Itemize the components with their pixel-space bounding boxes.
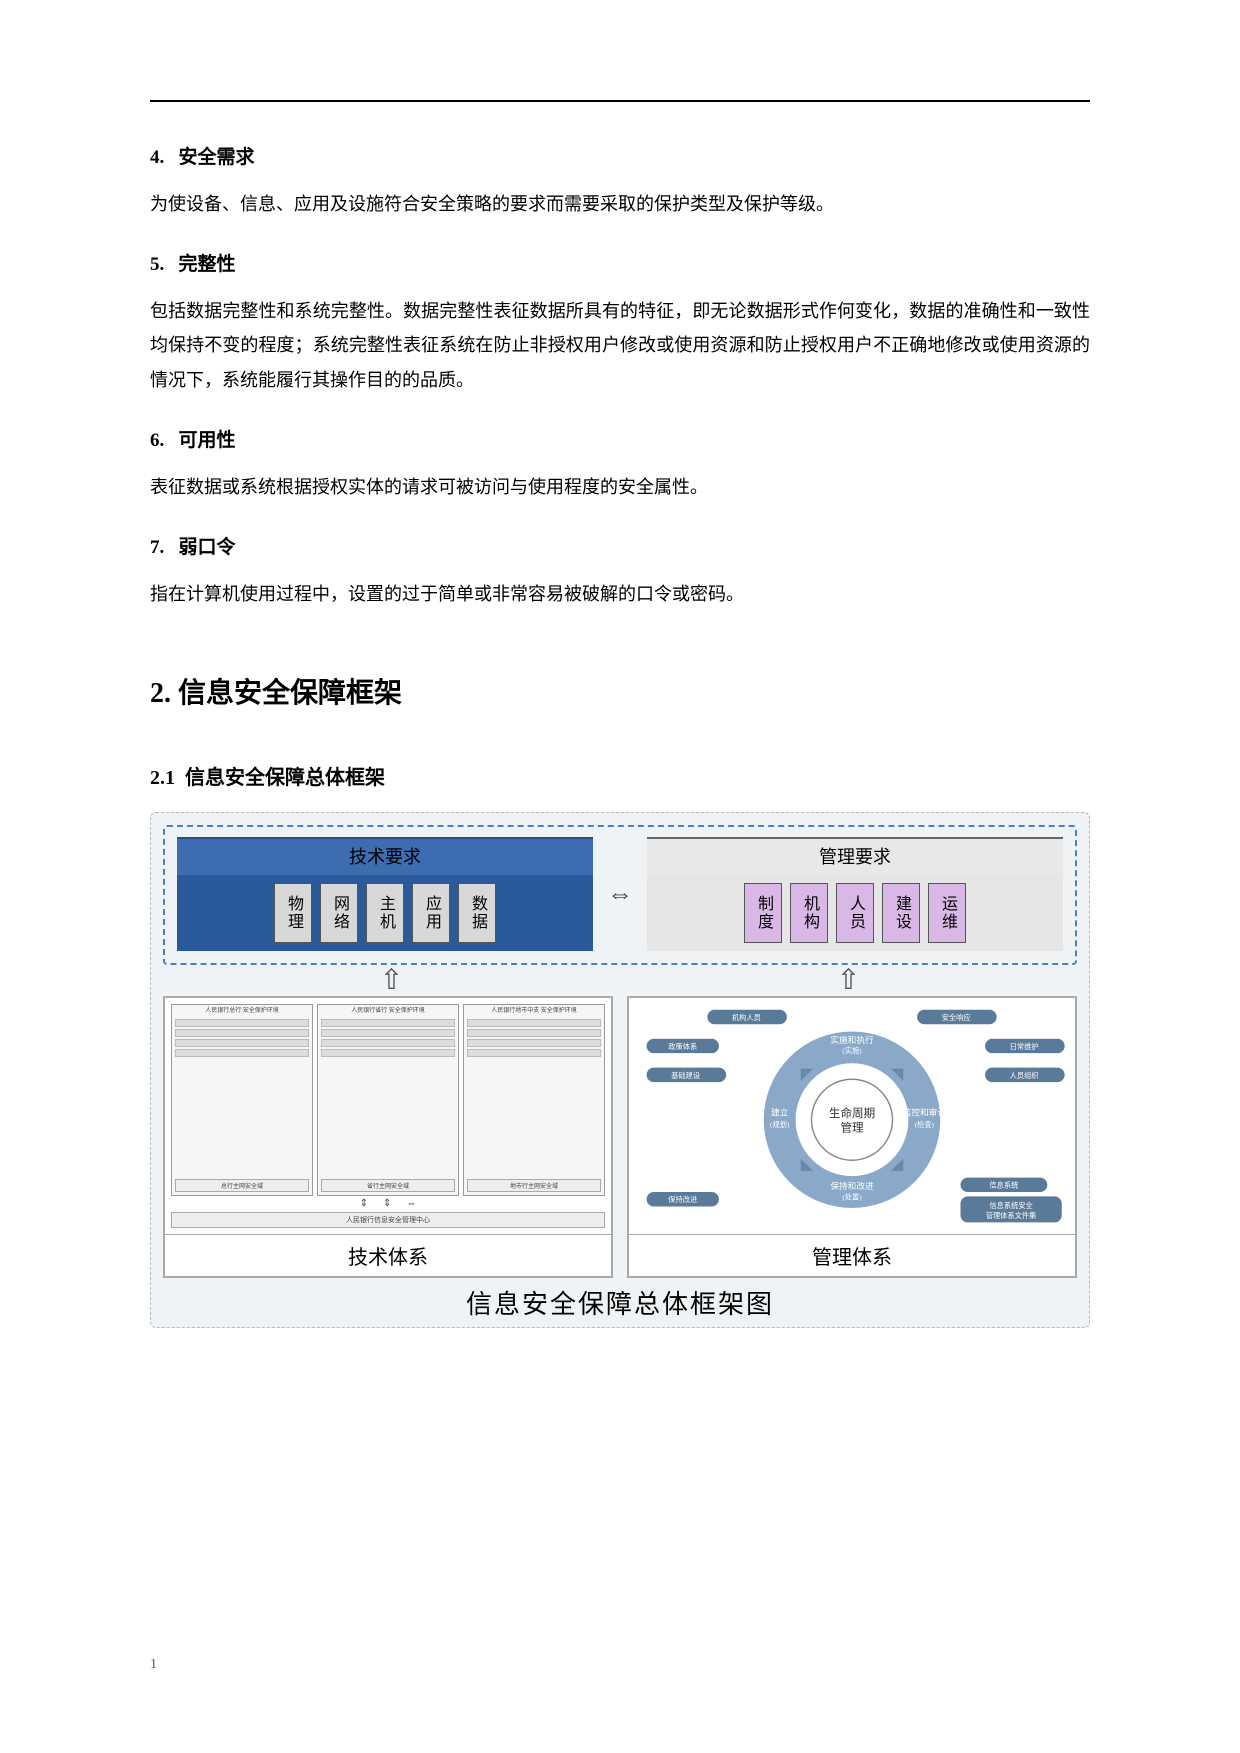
section-5-heading: 5. 完整性 bbox=[150, 249, 1090, 276]
mini-block bbox=[175, 1039, 309, 1047]
section-4-title: 安全需求 bbox=[179, 147, 255, 168]
tech-req-title: 技术要求 bbox=[177, 837, 593, 875]
tag: 日常维护 bbox=[1010, 1042, 1039, 1051]
svg-text:信息系统安全: 信息系统安全 bbox=[989, 1201, 1033, 1210]
tag: 保持改进 bbox=[668, 1195, 697, 1204]
mgmt-system-box: 机构人员 安全响应 政策体系 日常维护 基础建设 人员组织 保持改进 信息系统 … bbox=[627, 996, 1077, 1278]
tech-pill-physical: 物理 bbox=[274, 883, 312, 943]
mini-block bbox=[467, 1039, 601, 1047]
mini-block bbox=[321, 1019, 455, 1027]
mgmt-pill-policy: 制度 bbox=[744, 883, 782, 943]
mini-block bbox=[175, 1019, 309, 1027]
section-4-body: 为使设备、信息、应用及设施符合安全策略的要求而需要采取的保护类型及保护等级。 bbox=[150, 187, 1090, 221]
up-arrows-row: ⇧ ⇧ bbox=[163, 973, 1077, 990]
diagram-caption: 信息安全保障总体框架图 bbox=[163, 1278, 1077, 1323]
section-4-heading: 4. 安全需求 bbox=[150, 142, 1090, 169]
chapter-2-title: 信息安全保障框架 bbox=[178, 678, 402, 709]
tech-col-city-foot: 地市行主网安全域 bbox=[467, 1179, 601, 1192]
tag: 人员组织 bbox=[1010, 1071, 1039, 1080]
mini-block bbox=[467, 1049, 601, 1057]
mini-block bbox=[467, 1029, 601, 1037]
section-7-number: 7. bbox=[150, 537, 164, 558]
framework-diagram: 技术要求 物理 网络 主机 应用 数据 ⇔ 管理要求 制度 机构 人员 建设 运… bbox=[150, 812, 1090, 1328]
systems-row: 人民银行总行 安全保护环境 总行主网安全域 人民银行省行 安全保护环境 省行 bbox=[163, 996, 1077, 1278]
mini-block bbox=[321, 1029, 455, 1037]
lifecycle-center-label-1: 生命周期 bbox=[829, 1106, 875, 1120]
tech-system-inner: 人民银行总行 安全保护环境 总行主网安全域 人民银行省行 安全保护环境 省行 bbox=[165, 998, 611, 1234]
mgmt-pill-build: 建设 bbox=[882, 883, 920, 943]
section-6-title: 可用性 bbox=[179, 430, 236, 451]
tech-bottom-bar: 人民银行信息安全管理中心 bbox=[171, 1212, 605, 1228]
tech-col-hq-foot: 总行主网安全域 bbox=[175, 1179, 309, 1192]
svg-text:实施和执行: 实施和执行 bbox=[830, 1034, 874, 1045]
mgmt-pill-person: 人员 bbox=[836, 883, 874, 943]
section-6-number: 6. bbox=[150, 430, 164, 451]
tech-col-city: 人民银行地市中支 安全保护环境 地市行主网安全域 bbox=[463, 1004, 605, 1196]
section-6-heading: 6. 可用性 bbox=[150, 425, 1090, 452]
svg-text:(实施): (实施) bbox=[842, 1046, 862, 1055]
chapter-2-number: 2. bbox=[150, 678, 171, 709]
tag: 信息系统 bbox=[989, 1181, 1018, 1190]
up-arrow-icon: ⇧ bbox=[837, 973, 860, 990]
svg-text:(处置): (处置) bbox=[842, 1192, 862, 1201]
svg-text:建立: 建立 bbox=[771, 1106, 789, 1117]
tech-pill-host: 主机 bbox=[366, 883, 404, 943]
mini-block bbox=[321, 1039, 455, 1047]
tech-system-label: 技术体系 bbox=[165, 1234, 611, 1276]
lifecycle-svg: 机构人员 安全响应 政策体系 日常维护 基础建设 人员组织 保持改进 信息系统 … bbox=[635, 1004, 1069, 1228]
section-7-heading: 7. 弱口令 bbox=[150, 532, 1090, 559]
subchapter-2-1-title: 信息安全保障总体框架 bbox=[185, 767, 385, 789]
tag: 安全响应 bbox=[942, 1013, 971, 1022]
mini-block bbox=[175, 1029, 309, 1037]
tag: 政策体系 bbox=[668, 1042, 697, 1051]
tech-pill-data: 数据 bbox=[458, 883, 496, 943]
mgmt-system-inner: 机构人员 安全响应 政策体系 日常维护 基础建设 人员组织 保持改进 信息系统 … bbox=[629, 998, 1075, 1234]
section-6-body: 表征数据或系统根据授权实体的请求可被访问与使用程度的安全属性。 bbox=[150, 470, 1090, 504]
requirements-row: 技术要求 物理 网络 主机 应用 数据 ⇔ 管理要求 制度 机构 人员 建设 运… bbox=[163, 825, 1077, 965]
section-7-body: 指在计算机使用过程中，设置的过于简单或非常容易被破解的口令或密码。 bbox=[150, 577, 1090, 611]
svg-text:保持和改进: 保持和改进 bbox=[830, 1180, 874, 1191]
tech-col-hq-head: 人民银行总行 安全保护环境 bbox=[175, 1008, 309, 1015]
page-number: 1 bbox=[150, 1657, 157, 1673]
bidirectional-arrow-icon: ⇔ bbox=[603, 879, 637, 909]
tech-col-city-head: 人民银行地市中支 安全保护环境 bbox=[467, 1008, 601, 1015]
section-5-body: 包括数据完整性和系统完整性。数据完整性表征数据所具有的特征，即无论数据形式作何变… bbox=[150, 294, 1090, 397]
tag: 机构人员 bbox=[732, 1013, 761, 1022]
mini-block bbox=[175, 1049, 309, 1057]
lifecycle-center-label-2: 管理 bbox=[840, 1120, 864, 1134]
tech-col-prov-foot: 省行主网安全域 bbox=[321, 1179, 455, 1192]
top-horizontal-rule bbox=[150, 100, 1090, 102]
tech-requirements-panel: 技术要求 物理 网络 主机 应用 数据 bbox=[177, 837, 593, 951]
tech-system-box: 人民银行总行 安全保护环境 总行主网安全域 人民银行省行 安全保护环境 省行 bbox=[163, 996, 613, 1278]
section-5-number: 5. bbox=[150, 254, 164, 275]
tech-pill-app: 应用 bbox=[412, 883, 450, 943]
mgmt-requirements-panel: 管理要求 制度 机构 人员 建设 运维 bbox=[647, 837, 1063, 951]
tech-col-prov-head: 人民银行省行 安全保护环境 bbox=[321, 1008, 455, 1015]
tech-columns: 人民银行总行 安全保护环境 总行主网安全域 人民银行省行 安全保护环境 省行 bbox=[171, 1004, 605, 1196]
svg-text:管理体系文件集: 管理体系文件集 bbox=[986, 1211, 1037, 1220]
tech-pills-row: 物理 网络 主机 应用 数据 bbox=[177, 875, 593, 951]
up-arrow-icon: ⇧ bbox=[380, 973, 403, 990]
svg-text:(规划): (规划) bbox=[770, 1120, 790, 1129]
section-7-title: 弱口令 bbox=[179, 537, 236, 558]
tech-col-hq: 人民银行总行 安全保护环境 总行主网安全域 bbox=[171, 1004, 313, 1196]
tech-col-prov: 人民银行省行 安全保护环境 省行主网安全域 bbox=[317, 1004, 459, 1196]
mini-block bbox=[467, 1019, 601, 1027]
mgmt-req-title: 管理要求 bbox=[647, 837, 1063, 875]
tag: 基础建设 bbox=[671, 1071, 700, 1080]
mgmt-system-label: 管理体系 bbox=[629, 1234, 1075, 1276]
tech-pill-network: 网络 bbox=[320, 883, 358, 943]
mgmt-pills-row: 制度 机构 人员 建设 运维 bbox=[647, 875, 1063, 951]
subchapter-2-1-number: 2.1 bbox=[150, 767, 175, 789]
mgmt-pill-org: 机构 bbox=[790, 883, 828, 943]
connector-arrow-icon: ⇕ ⇕ ⇔ bbox=[171, 1200, 605, 1208]
svg-text:监控和审计: 监控和审计 bbox=[903, 1106, 947, 1117]
section-5-title: 完整性 bbox=[179, 254, 236, 275]
mini-block bbox=[321, 1049, 455, 1057]
subchapter-2-1-heading: 2.1 信息安全保障总体框架 bbox=[150, 761, 1090, 790]
chapter-2-heading: 2. 信息安全保障框架 bbox=[150, 671, 1090, 711]
mgmt-pill-ops: 运维 bbox=[928, 883, 966, 943]
section-4-number: 4. bbox=[150, 147, 164, 168]
svg-text:(检查): (检查) bbox=[915, 1120, 935, 1129]
